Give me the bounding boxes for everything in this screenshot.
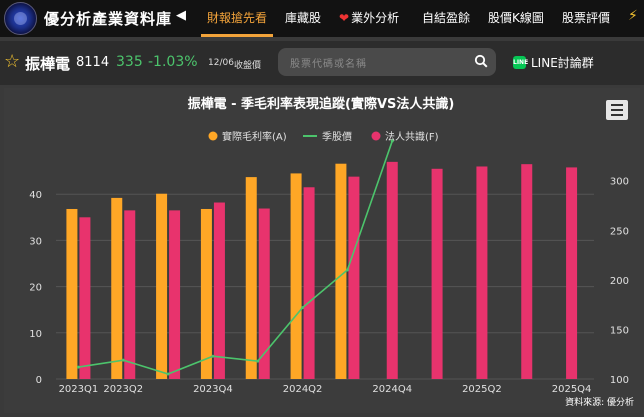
legend-marker-actual [208, 131, 218, 141]
nav-item-non-operating[interactable]: ❤ 業外分析 [339, 0, 399, 37]
x-tick-label: 2023Q1 [59, 384, 99, 395]
line-discussion-link[interactable]: LINE討論群 [531, 56, 594, 70]
nav-item-label: 財報搶先看 [207, 11, 268, 25]
stock-change: -1.03% [148, 54, 198, 70]
nav-item-label: 股票評價 [562, 11, 611, 25]
price-point[interactable] [390, 139, 394, 143]
bar-actual-margin[interactable] [290, 173, 302, 379]
quote-date: 12/06 [208, 58, 234, 68]
price-point[interactable] [345, 268, 349, 272]
y-right-tick-label: 150 [610, 325, 629, 336]
bar-consensus-margin[interactable] [476, 166, 488, 379]
x-tick-label: 2025Q2 [462, 384, 502, 395]
chart-title: 振樺電 - 季毛利率表現追蹤(實際VS法人共識) [188, 96, 455, 112]
x-tick-label: 2025Q4 [552, 384, 592, 395]
left-y-axis: 0 10 20 30 40 [29, 190, 42, 386]
y-right-tick-label: 300 [610, 177, 629, 188]
x-axis-labels: 2023Q1 2023Q2 2023Q4 2024Q2 2024Q4 2025Q2 2025… [59, 384, 592, 395]
x-tick-label: 2023Q2 [103, 384, 143, 395]
legend-label-price[interactable]: 季股價 [322, 130, 352, 143]
bar-consensus-margin[interactable] [566, 167, 578, 379]
bar-actual-margin[interactable] [111, 197, 123, 379]
bar-actual-margin[interactable] [245, 177, 257, 379]
nav-item-label: 庫藏股 [285, 11, 322, 25]
nav-item-label: 業外分析 [351, 11, 400, 25]
chart-legend: 實際毛利率(A) 季股價 法人共識(F) [208, 130, 439, 143]
price-point[interactable] [256, 359, 260, 363]
bar-consensus-margin[interactable] [258, 208, 270, 379]
bar-actual-margin[interactable] [200, 208, 212, 379]
y-right-tick-label: 200 [610, 276, 629, 287]
y-left-tick-label: 10 [29, 329, 42, 340]
bar-consensus-margin[interactable] [386, 161, 398, 379]
nav-prev-arrow-icon[interactable]: ◀ [176, 8, 186, 23]
y-left-tick-label: 40 [29, 190, 42, 201]
legend-marker-consensus [371, 131, 381, 141]
stock-info-bar: ☆ 振樺電 8114 335 -1.03% 12/06 收盤價 股票代碼或名稱 … [0, 41, 644, 85]
site-logo[interactable] [4, 2, 37, 35]
price-point[interactable] [76, 365, 80, 369]
x-tick-label: 2024Q2 [283, 384, 323, 395]
price-point[interactable] [121, 358, 125, 362]
bar-consensus-margin[interactable] [79, 217, 91, 379]
gross-margin-chart-panel: 振樺電 - 季毛利率表現追蹤(實際VS法人共識) 實際毛利率(A) 季股價 法人… [4, 88, 640, 413]
line-app-icon[interactable]: LINE [513, 56, 528, 69]
chart-bars [66, 161, 578, 379]
bar-consensus-margin[interactable] [124, 210, 136, 379]
bar-consensus-margin[interactable] [169, 210, 181, 379]
y-left-tick-label: 20 [29, 283, 42, 294]
price-point[interactable] [211, 354, 215, 358]
price-point[interactable] [301, 306, 305, 310]
price-line[interactable] [78, 140, 394, 375]
search-placeholder: 股票代碼或名稱 [290, 59, 367, 70]
y-left-tick-label: 30 [29, 236, 42, 247]
price-line-series [76, 139, 394, 376]
bar-consensus-margin[interactable] [303, 187, 315, 379]
nav-item-valuation[interactable]: 股票評價 [562, 0, 610, 37]
x-tick-label: 2024Q4 [372, 384, 412, 395]
bar-actual-margin[interactable] [66, 208, 78, 379]
lightning-icon[interactable]: ⚡ [628, 8, 638, 24]
nav-item-buyback[interactable]: 庫藏股 [285, 0, 321, 37]
nav-item-label: 自結盈餘 [422, 11, 471, 25]
heart-icon: ❤ [339, 11, 350, 25]
chart-menu-icon[interactable] [606, 100, 628, 120]
stock-search-input[interactable]: 股票代碼或名稱 [278, 48, 496, 76]
x-tick-label: 2023Q4 [193, 384, 233, 395]
nav-item-self-reported-earnings[interactable]: 自結盈餘 [422, 0, 470, 37]
nav-item-earnings-preview[interactable]: 財報搶先看 [200, 0, 274, 37]
y-left-tick-label: 0 [36, 375, 42, 386]
y-right-tick-label: 100 [610, 375, 629, 386]
y-right-tick-label: 250 [610, 226, 629, 237]
brand-title[interactable]: 優分析產業資料庫 [44, 10, 173, 28]
stock-price: 335 [116, 54, 143, 70]
bar-actual-margin[interactable] [156, 193, 168, 379]
bar-consensus-margin[interactable] [521, 164, 533, 379]
price-point[interactable] [166, 372, 170, 376]
stock-code: 8114 [76, 55, 110, 70]
stock-name: 振樺電 [25, 55, 71, 73]
chart-source: 資料來源: 優分析 [565, 396, 634, 408]
bar-actual-margin[interactable] [335, 163, 347, 379]
chart-gridlines [56, 193, 594, 380]
bar-consensus-margin[interactable] [431, 168, 443, 379]
favorite-star-icon[interactable]: ☆ [4, 51, 21, 72]
gross-margin-chart: 振樺電 - 季毛利率表現追蹤(實際VS法人共識) 實際毛利率(A) 季股價 法人… [29, 96, 634, 408]
right-y-axis: 100 150 200 250 300 [610, 177, 629, 386]
nav-item-k-line-chart[interactable]: 股價K線圖 [488, 0, 544, 37]
legend-label-actual[interactable]: 實際毛利率(A) [222, 130, 287, 143]
bar-consensus-margin[interactable] [213, 202, 225, 379]
bar-consensus-margin[interactable] [348, 176, 360, 379]
top-navigation-bar: 優分析產業資料庫 ◀ 財報搶先看 庫藏股 ❤ 業外分析 自結盈餘 股價K線圖 股票… [0, 0, 644, 37]
search-icon[interactable] [474, 54, 488, 68]
close-price-label: 收盤價 [234, 61, 262, 71]
legend-label-consensus[interactable]: 法人共識(F) [385, 130, 439, 143]
nav-item-label: 股價K線圖 [488, 11, 544, 25]
